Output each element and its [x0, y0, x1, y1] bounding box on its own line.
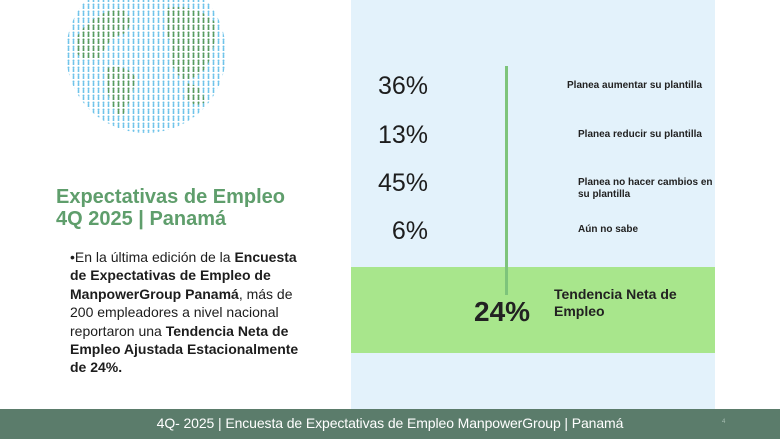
stat-label-increase: Planea aumentar su plantilla: [567, 80, 703, 91]
stat-value-increase: 36%: [377, 72, 428, 100]
body-text-1: En la última edición de la: [74, 249, 235, 265]
divider-line: [505, 66, 508, 295]
net-employment-label: Tendencia Neta de Empleo: [554, 286, 677, 319]
stat-value-no-change: 45%: [377, 169, 428, 197]
stat-label-decrease: Planea reducir su plantilla: [578, 129, 702, 140]
stat-label-unknown: Aún no sabe: [578, 224, 639, 235]
footer-bar: 4Q- 2025 | Encuesta de Expectativas de E…: [0, 409, 780, 439]
body-bold-2: Tendencia Neta de Empleo Ajustada Estaci…: [70, 322, 299, 376]
footer-text: 4Q- 2025 | Encuesta de Expectativas de E…: [156, 415, 624, 431]
body-text-2: , más de 200 empleadores a nivel naciona…: [70, 285, 293, 339]
stat-value-unknown: 6%: [391, 217, 428, 245]
net-employment-band: [351, 267, 715, 353]
globe-people-illustration: [66, 0, 226, 138]
body-bold-1: Encuesta de Expectativas de Empleo de Ma…: [70, 249, 297, 302]
net-employment-value: 24%: [474, 296, 531, 327]
stat-value-decrease: 13%: [377, 121, 428, 149]
page-number: 4: [722, 419, 726, 425]
stat-label-no-change: Planea no hacer cambios en su plantilla: [578, 177, 713, 200]
body-paragraph: •En la última edición de la Encuesta de …: [70, 248, 300, 377]
bullet: •: [70, 249, 75, 265]
slide-title: Expectativas de Empleo 4Q 2025 | Panamá: [56, 186, 285, 230]
